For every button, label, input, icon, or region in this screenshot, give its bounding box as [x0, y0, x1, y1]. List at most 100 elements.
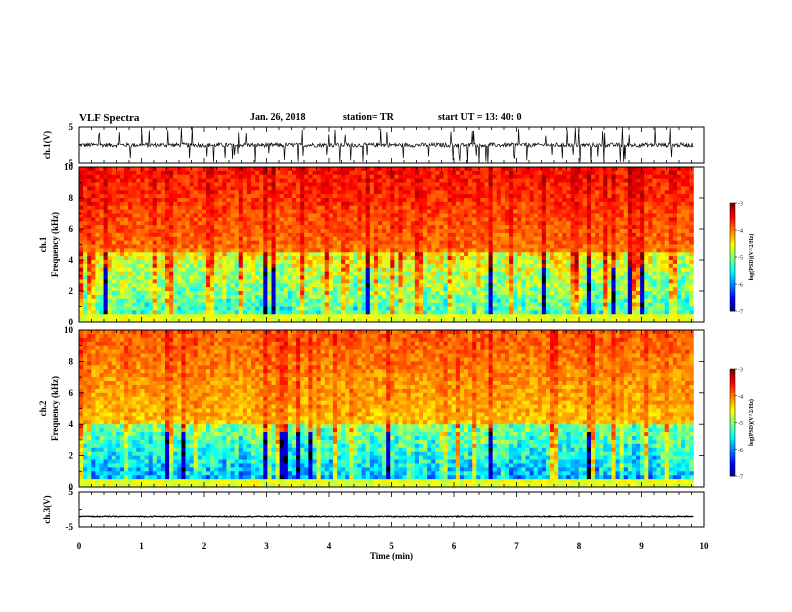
ch1-spectrogram-cell [414, 279, 420, 284]
ch1-spectrogram-cell [390, 221, 395, 226]
ch1-spectrogram-cell [160, 298, 166, 304]
ch1-spectrogram-cell [410, 287, 416, 292]
ch1-spectrogram-cell [349, 279, 354, 284]
ch1-spectrogram-cell [361, 298, 367, 304]
ch1-spectrogram-cell [320, 252, 326, 257]
ch1-spectrogram-cell [341, 298, 346, 304]
ch1-spectrogram-cell [124, 302, 129, 307]
ch1-spectrogram-cell [160, 244, 166, 249]
ch1-spectrogram-cell [562, 170, 567, 176]
ch1-spectrogram-cell [91, 279, 96, 284]
ch1-spectrogram-cell [304, 291, 309, 296]
ch1-spectrogram-cell [509, 256, 514, 261]
ch1-spectrogram-cell [349, 190, 354, 195]
ch1-spectrogram-cell [156, 194, 162, 199]
ch1-spectrogram-cell [570, 198, 575, 203]
ch1-spectrogram-cell [283, 225, 289, 230]
ch1-spectrogram-cell [324, 263, 330, 269]
ch1-spectrogram-cell [570, 236, 575, 242]
ch1-spectrogram-cell [455, 279, 461, 284]
ch1-spectrogram-cell [197, 298, 203, 304]
ch1-spectrogram-cell [369, 213, 375, 218]
ch1-spectrogram-cell [91, 256, 96, 261]
ch1-spectrogram-cell [398, 252, 403, 257]
ch1-spectrogram-cell [185, 298, 190, 304]
ch1-spectrogram-cell [87, 283, 92, 288]
ch1-spectrogram-cell [218, 271, 223, 276]
ch1-spectrogram-cell [447, 186, 453, 191]
ch1-spectrogram-cell [410, 213, 416, 218]
ch1-spectrogram-cell [373, 263, 379, 269]
ch1-spectrogram-cell [87, 291, 92, 296]
ch1-spectrogram-cell [488, 310, 494, 315]
ch1-spectrogram-cell [128, 256, 133, 261]
ch1-spectrogram-cell [226, 229, 231, 234]
ch1-spectrogram-cell [283, 248, 289, 253]
ch1-spectrogram-cell [210, 252, 215, 257]
ch1-spectrogram-cell [119, 198, 125, 203]
ch1-spectrogram-cell [357, 306, 363, 311]
ch1-spectrogram-cell [488, 287, 494, 292]
ch1-spectrogram-cell [349, 229, 354, 234]
ch1-spectrogram-cell [263, 263, 268, 269]
ch1-spectrogram-cell [242, 267, 248, 273]
ch1-spectrogram-cell [341, 186, 346, 191]
ch1-spectrogram-cell [222, 201, 227, 207]
ch1-spectrogram-cell [271, 314, 276, 319]
ch1-spectrogram-cell [562, 263, 567, 269]
ch1-spectrogram-cell [451, 256, 457, 261]
ch1-spectrogram-cell [410, 310, 416, 315]
ch1-spectrogram-cell [353, 275, 358, 280]
ch1-spectrogram-cell [423, 314, 428, 319]
ch1-spectrogram-cell [324, 279, 330, 284]
ch1-spectrogram-cell [79, 186, 84, 191]
ch1-spectrogram-cell [357, 294, 363, 300]
ch1-spectrogram-cell [427, 298, 432, 304]
ch1-spectrogram-cell [398, 260, 403, 265]
ch1-spectrogram-cell [242, 221, 248, 226]
ch1-spectrogram-cell [222, 294, 227, 300]
ch1-spectrogram-cell [148, 225, 154, 230]
ch1-spectrogram-cell [332, 275, 338, 280]
ch1-spectrogram-cell [140, 310, 145, 315]
ch1-spectrogram-cell [418, 283, 424, 288]
ch1-spectrogram-cell [504, 209, 510, 214]
ch1-spectrogram-cell [246, 201, 252, 207]
ch1-spectrogram-cell [271, 298, 276, 304]
ch1-spectrogram-cell [558, 298, 563, 304]
ch1-spectrogram-cell [386, 236, 391, 242]
ch1-spectrogram-cell [410, 232, 416, 238]
ch1-spectrogram-cell [99, 217, 104, 222]
ch1-spectrogram-cell [488, 190, 494, 195]
ch1-spectrogram-cell [226, 294, 231, 300]
ch1-spectrogram-cell [304, 205, 309, 211]
ch1-spectrogram-cell [275, 229, 281, 234]
ch1-spectrogram-cell [337, 201, 342, 207]
ch1-spectrogram-cell [246, 263, 252, 269]
ch1-spectrogram-cell [263, 236, 268, 242]
ch1-spectrogram-cell [185, 318, 190, 323]
ch1-spectrogram-cell [464, 248, 469, 253]
ch1-spectrogram-cell [476, 314, 481, 319]
ch1-spectrogram-cell [267, 182, 272, 187]
ch1-spectrogram-cell [169, 252, 174, 257]
ch1-spectrogram-cell [320, 229, 326, 234]
ch1-spectrogram-cell [541, 178, 547, 183]
ch1-spectrogram-cell [238, 310, 244, 315]
ch1-spectrogram-cell [521, 225, 526, 230]
ch1-spectrogram-cell [537, 225, 543, 230]
ch1-spectrogram-cell [472, 291, 477, 296]
ch1-spectrogram-cell [570, 256, 575, 261]
ch1-spectrogram-cell [439, 186, 444, 191]
ch1-spectrogram-cell [570, 267, 575, 273]
ch1-spectrogram-cell [148, 194, 154, 199]
ch1-spectrogram-cell [451, 271, 457, 276]
ch1-spectrogram-cell [193, 205, 199, 211]
ch1-spectrogram-cell [328, 275, 334, 280]
ch1-spectrogram-cell [353, 244, 358, 249]
ch1-spectrogram-cell [177, 256, 182, 261]
ch1-spectrogram-cell [480, 213, 485, 218]
ch1-spectrogram-cell [545, 236, 551, 242]
ch1-spectrogram-cell [427, 271, 432, 276]
ch1-spectrogram-cell [136, 229, 141, 234]
